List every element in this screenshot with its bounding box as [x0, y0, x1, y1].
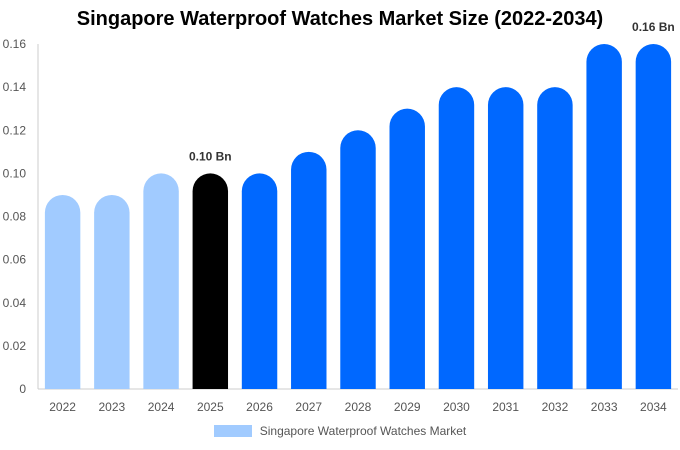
x-tick-label: 2027	[295, 400, 322, 414]
bar-2022	[44, 194, 81, 389]
bar-2024	[143, 173, 179, 389]
legend-swatch	[213, 425, 252, 437]
y-tick-label: 0.02	[3, 339, 27, 353]
y-tick-label: 0.14	[3, 80, 27, 94]
x-tick-label: 2030	[443, 400, 470, 414]
bar-2028	[340, 130, 376, 389]
x-tick-label: 2033	[591, 400, 618, 414]
y-axis: 0 0.02 0.04 0.06 0.08 0.10 0.12 0.14 0.16	[3, 37, 39, 396]
data-label: 0.16 Bn	[632, 20, 675, 34]
bar-2029	[389, 108, 425, 389]
legend: Singapore Waterproof Watches Market	[0, 424, 680, 438]
x-tick-label: 2023	[98, 400, 125, 414]
bar-2027	[291, 151, 327, 389]
x-tick-label: 2031	[492, 400, 519, 414]
y-tick-label: 0.06	[3, 253, 27, 267]
x-tick-label: 2029	[394, 400, 421, 414]
bar-2023	[94, 194, 130, 389]
bars	[44, 43, 672, 389]
x-tick-label: 2034	[640, 400, 667, 414]
bar-2031	[487, 87, 524, 389]
bar-2033	[586, 43, 622, 389]
y-tick-label: 0.10	[3, 166, 27, 180]
x-axis: 2022 2023 2024 2025 2026 2027 2028 2029 2030 2031…	[38, 388, 678, 414]
y-tick-label: 0	[19, 382, 26, 396]
bar-2025	[192, 173, 229, 389]
bar-2030	[438, 87, 475, 389]
x-tick-label: 2032	[542, 400, 569, 414]
bar-2026	[241, 173, 278, 389]
chart-title: Singapore Waterproof Watches Market Size…	[76, 8, 604, 30]
y-tick-label: 0.04	[3, 296, 27, 310]
y-tick-label: 0.16	[3, 37, 27, 51]
data-labels: 0.10 Bn 0.16 Bn	[189, 20, 675, 163]
x-tick-label: 2028	[345, 400, 372, 414]
x-tick-label: 2026	[246, 400, 273, 414]
bar-2032	[537, 87, 573, 389]
bar-2034	[635, 43, 672, 389]
x-tick-label: 2025	[197, 400, 224, 414]
y-tick-label: 0.08	[3, 210, 27, 224]
y-tick-label: 0.12	[3, 123, 27, 137]
x-tick-label: 2024	[148, 400, 175, 414]
data-label: 0.10 Bn	[189, 149, 232, 163]
x-tick-label: 2022	[49, 400, 76, 414]
legend-label: Singapore Waterproof Watches Market	[259, 424, 467, 438]
